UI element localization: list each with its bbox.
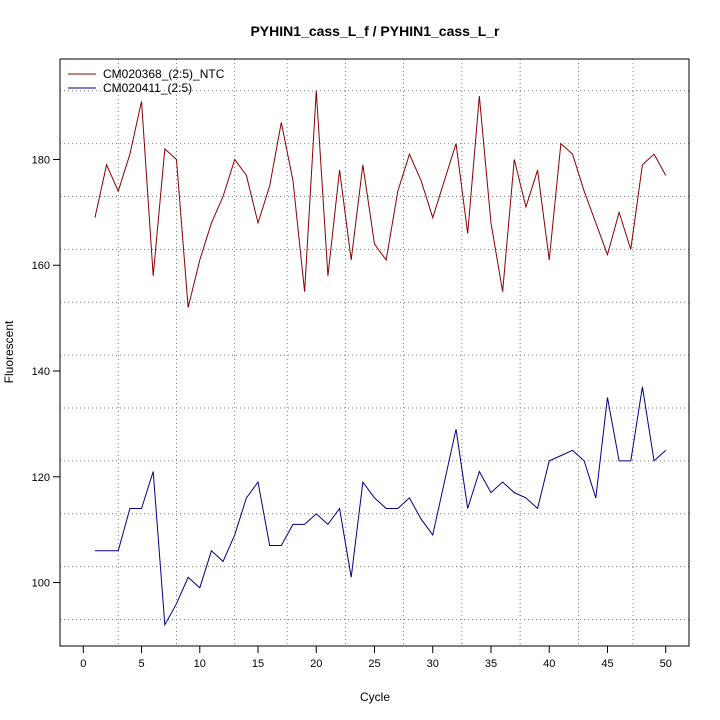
- plot-frame: [59, 58, 690, 647]
- x-tick-label: 10: [194, 658, 206, 670]
- y-tick-label: 140: [32, 366, 50, 378]
- series-line-0: [94, 90, 667, 308]
- x-tick-label: 0: [80, 658, 86, 670]
- y-tick-label: 160: [32, 260, 50, 272]
- x-tick-label: 50: [660, 658, 672, 670]
- y-tick-label: 180: [32, 154, 50, 166]
- x-tick-label: 20: [310, 658, 322, 670]
- x-tick-label: 25: [368, 658, 380, 670]
- x-tick-label: 45: [601, 658, 613, 670]
- x-tick-label: 15: [252, 658, 264, 670]
- legend-label-sample: CM020411_(2:5): [103, 81, 192, 95]
- chart-title: PYHIN1_cass_L_f / PYHIN1_cass_L_r: [250, 23, 500, 39]
- x-tick-label: 5: [138, 658, 144, 670]
- x-tick-label: 35: [485, 658, 497, 670]
- series-line-1: [94, 386, 667, 627]
- grid: [60, 59, 689, 646]
- legend: CM020368_(2:5)_NTC CM020411_(2:5): [68, 67, 225, 95]
- y-tick-label: 100: [32, 578, 50, 590]
- y-axis-label: Fluorescent: [2, 320, 16, 383]
- x-axis-label: Cycle: [360, 690, 390, 704]
- y-tick-label: 120: [32, 472, 50, 484]
- legend-label-ntc: CM020368_(2:5)_NTC: [103, 67, 225, 81]
- x-tick-label: 40: [543, 658, 555, 670]
- series-lines: [94, 90, 667, 627]
- axes: 0 5 10 15 20 25 30 35 40 45 50 100 120 140 160 180: [32, 154, 672, 670]
- x-tick-label: 30: [427, 658, 439, 670]
